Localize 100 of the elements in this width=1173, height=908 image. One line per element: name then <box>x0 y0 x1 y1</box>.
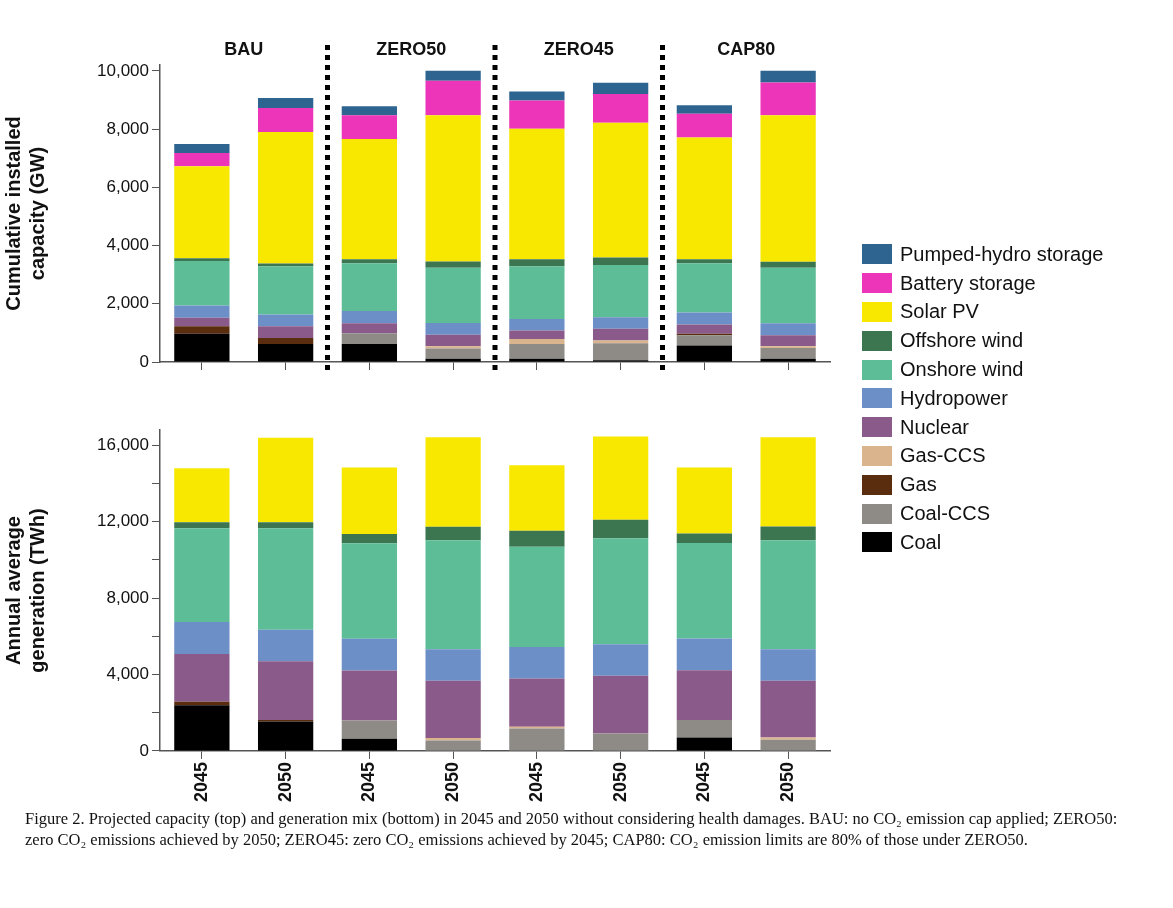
bar <box>341 534 398 544</box>
bar <box>425 346 481 349</box>
bar <box>509 465 565 531</box>
y-tick-label: 0 <box>139 351 149 371</box>
bar <box>592 328 649 341</box>
legend-label: Coal-CCS <box>900 502 991 526</box>
bar <box>760 437 816 527</box>
bar <box>509 546 565 648</box>
bar <box>592 317 649 329</box>
bar <box>592 265 649 318</box>
bar <box>509 339 565 344</box>
legend-label: Onshore wind <box>900 358 1024 382</box>
bar <box>174 166 230 259</box>
bar <box>760 267 816 324</box>
bar <box>676 542 733 639</box>
bar <box>425 348 481 359</box>
bar <box>257 522 314 529</box>
bar <box>341 543 398 639</box>
bar <box>174 468 230 523</box>
text: BAU <box>224 38 264 59</box>
bar <box>592 257 649 266</box>
bar <box>509 343 565 359</box>
bar <box>174 622 230 654</box>
bar <box>760 649 816 681</box>
bar <box>341 138 398 260</box>
bar <box>760 739 816 751</box>
bar <box>425 70 481 81</box>
bar <box>676 737 733 751</box>
bar <box>425 526 481 541</box>
text: CAP80 <box>717 38 776 59</box>
bar <box>341 467 398 535</box>
bar <box>592 94 649 123</box>
bar <box>341 720 398 739</box>
bar <box>509 259 565 267</box>
bar <box>760 526 816 541</box>
bar <box>174 653 230 702</box>
x-tick-label: 2045 <box>693 761 714 802</box>
bar <box>592 82 649 95</box>
y-tick-label: 8,000 <box>106 118 149 138</box>
bar <box>257 314 314 327</box>
bar <box>676 670 733 721</box>
legend-label: Hydropower <box>900 386 1008 410</box>
bar <box>257 343 314 362</box>
bar <box>760 115 816 262</box>
legend-label: Gas-CCS <box>900 444 986 468</box>
bar <box>425 322 481 335</box>
bar <box>592 122 649 258</box>
bar <box>509 100 565 129</box>
bar <box>509 678 565 727</box>
bar <box>341 115 398 139</box>
bar <box>257 437 314 523</box>
bar <box>676 324 733 334</box>
bar <box>509 128 565 260</box>
bar <box>174 317 230 327</box>
legend-label: Nuclear <box>900 415 969 439</box>
bar <box>676 263 733 313</box>
bar <box>592 675 649 734</box>
y-tick-label: 2,000 <box>106 293 149 313</box>
y-tick-label: 10,000 <box>97 60 149 80</box>
bar <box>509 91 565 101</box>
bar <box>257 266 314 315</box>
bar <box>676 259 733 264</box>
x-tick-label: 2050 <box>609 761 630 802</box>
bar <box>174 326 230 334</box>
bar <box>257 108 314 132</box>
bar <box>676 533 733 543</box>
bar <box>257 528 314 630</box>
bar <box>760 540 816 650</box>
text: ZERO45 <box>543 38 614 59</box>
bar <box>760 261 816 268</box>
legend-label: Gas <box>900 473 937 497</box>
bar <box>509 330 565 339</box>
bar <box>174 528 230 622</box>
bar <box>257 721 314 751</box>
bar <box>341 343 398 362</box>
bar <box>174 305 230 318</box>
legend-label: Coal <box>900 530 942 554</box>
x-tick-label: 2045 <box>358 761 379 802</box>
bar <box>341 263 398 312</box>
bar <box>341 333 398 344</box>
caption: Figure 2. Projected capacity (top) and generation mix (bottom) in 2045 and 2050 without considering health damages. BAU: no CO₂ emission cap applied; ZERO50: zero CO₂ emissions achieved by 2050; ZERO45: zero CO₂ emissions achieved by 2045; CAP80: CO₂ emission limits are 80% of those under ZERO50. <box>25 808 1119 850</box>
bar <box>676 312 733 325</box>
bar <box>676 467 733 534</box>
bar <box>174 522 230 529</box>
bar <box>592 519 649 539</box>
x-tick-label: 2045 <box>190 761 211 802</box>
bar <box>592 343 649 361</box>
bar <box>257 326 314 339</box>
bar <box>509 530 565 547</box>
bar <box>425 540 481 650</box>
bar <box>676 345 733 362</box>
y-tick-label: 4,000 <box>106 664 149 684</box>
x-tick-label: 2050 <box>274 761 295 802</box>
bar <box>257 661 314 721</box>
bar <box>760 70 816 83</box>
bar <box>592 538 649 645</box>
bar <box>257 338 314 344</box>
bar <box>341 670 398 721</box>
bar <box>592 340 649 344</box>
bar <box>760 323 816 336</box>
